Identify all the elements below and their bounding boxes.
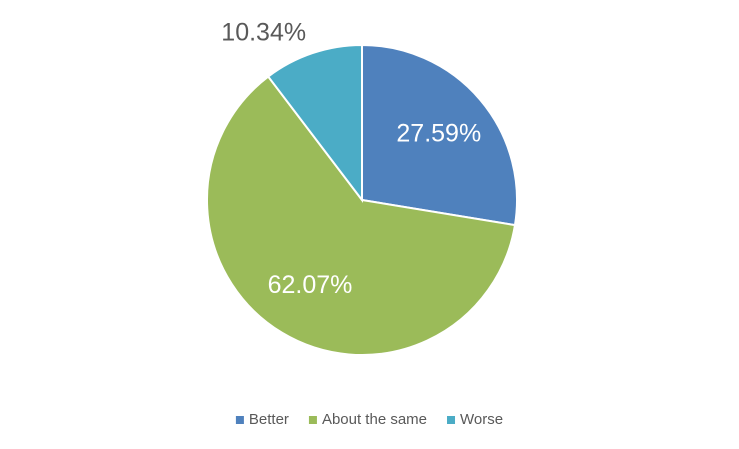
legend-label: Worse <box>460 411 503 428</box>
data-label: 10.34% <box>221 19 306 47</box>
legend: Better About the same Worse <box>235 411 503 428</box>
legend-swatch <box>308 416 317 424</box>
data-label: 62.07% <box>268 271 353 299</box>
legend-label: Better <box>249 411 289 428</box>
pie-slice <box>361 43 518 227</box>
legend-label: About the same <box>322 411 427 428</box>
pie-slice <box>266 43 363 203</box>
legend-swatch <box>235 416 244 424</box>
data-label: 27.59% <box>396 119 481 147</box>
legend-swatch <box>447 416 456 424</box>
pie-slice <box>206 75 517 356</box>
